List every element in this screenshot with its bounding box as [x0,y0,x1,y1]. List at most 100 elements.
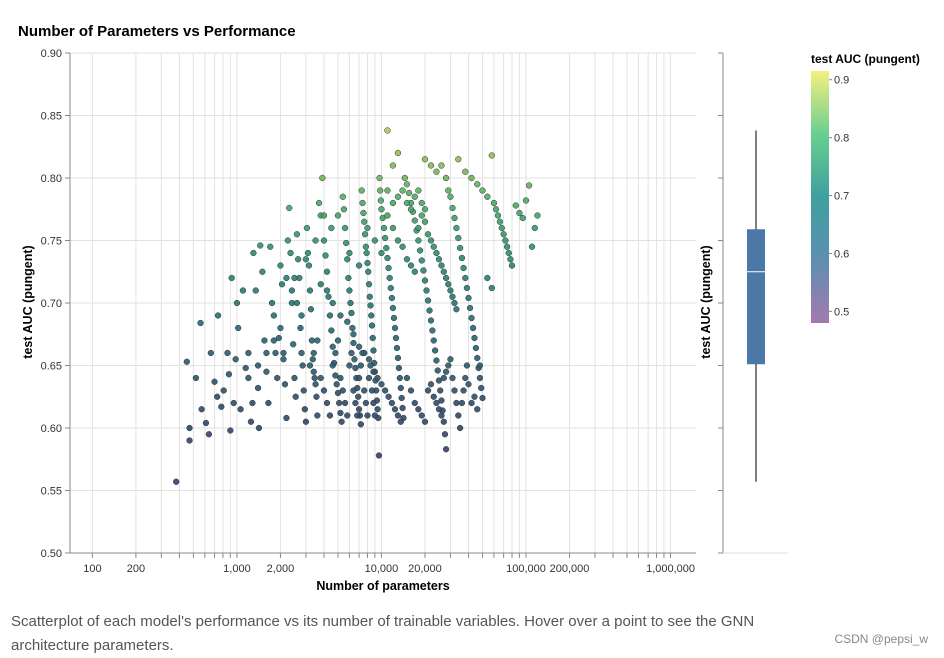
scatter-point [360,209,367,217]
scatter-point [341,224,349,232]
y-axis-title: test AUC (pungent) [21,245,35,358]
scatter-point [389,224,397,232]
scatter-point [245,374,252,382]
scatter-point [349,324,356,332]
scatter-point [403,256,411,263]
y-tick-label: 0.90 [41,48,62,60]
scatter-point [381,234,389,242]
scatter-point [365,356,373,363]
scatter-point [393,344,401,352]
scatter-point [228,274,235,282]
scatter-point [304,249,312,257]
scatter-point [505,249,512,257]
scatter-point [421,156,429,163]
scatter-point [317,281,324,288]
scatter-point [415,406,422,413]
scatter-point [286,204,293,212]
x-axis-title: Number of parameters [316,579,449,593]
scatter-point [224,349,231,357]
boxplot-y-title: test AUC (pungent) [699,245,713,358]
scatter-point [502,237,509,244]
scatter-point [350,339,357,347]
scatter-point [392,334,400,342]
scatter-point [186,437,193,444]
scatter-point [287,249,294,257]
scatter-point [265,399,272,407]
scatter-point [292,393,299,400]
scatter-point [415,237,422,244]
scatter-point [399,187,406,194]
scatter-point [376,174,383,182]
boxplot-panel[interactable] [718,52,788,554]
scatter-point [387,284,394,292]
scatter-point [320,212,328,219]
scatter-point [205,431,213,438]
scatter-point [394,237,402,244]
watermark: CSDN @pepsi_w [834,632,928,646]
scatter-point [442,368,450,375]
scatter-point [384,212,391,219]
scatter-point [255,424,263,432]
scatter-point [531,224,538,232]
scatter-point [270,337,277,344]
scatter-point [453,224,460,232]
scatter-point [447,193,454,200]
x-tick-label: 200 [127,563,145,575]
scatter-point [435,377,443,384]
scatter-point [254,362,262,369]
scatter-point [329,343,336,350]
scatter-point [411,193,418,200]
scatter-point [375,452,383,459]
scatter-point [211,378,218,385]
scatter-point [528,243,536,250]
scatter-point [407,206,415,213]
scatter-point [474,181,481,188]
chart-figure: Number of Parameters vs Performance 0.50… [18,23,920,593]
scatter-point [441,431,449,438]
scatter-point [277,324,284,332]
scatter-point [339,193,346,200]
scatter-point [288,287,296,294]
scatter-point [254,384,262,392]
x-tick-label: 200,000 [550,563,590,575]
scatter-point [399,243,406,250]
scatter-points[interactable] [173,127,541,485]
figure-caption: Scatterplot of each model's performance … [11,613,755,654]
scatter-point [474,354,481,362]
scatter-point [391,406,399,413]
scatter-point [415,224,422,232]
scatter-point [366,293,373,300]
legend-color-ramp [811,71,829,323]
scatter-point [391,324,399,332]
scatter-point [361,231,369,238]
scatter-point [398,394,405,402]
scatter-point [405,189,413,197]
scatter-point [311,374,318,382]
scatter-point [369,334,376,342]
scatter-point [453,399,460,407]
scatter-point [332,349,339,357]
scatter-point [465,381,472,388]
legend-title: test AUC (pungent) [811,52,920,66]
scatter-point [468,314,475,322]
scatter-point [173,478,180,485]
scatter-point [235,324,242,332]
scatter-point [438,262,445,269]
scatter-point [455,412,462,419]
scatter-point [469,324,477,332]
scatter-point [202,419,210,427]
scatter-point [474,406,481,413]
scatter-point [365,268,372,275]
scatter-point [471,393,478,400]
scatter-point [403,199,411,207]
scatter-point [442,274,450,282]
scatter-point [323,287,331,294]
scatter-point [344,318,351,325]
scatter-point [354,412,361,419]
scatter-point [378,206,385,213]
scatter-point [291,274,298,282]
scatter-point [233,299,241,307]
scatter-point [232,356,239,363]
scatter-point [337,409,344,417]
scatter-point [440,418,447,425]
